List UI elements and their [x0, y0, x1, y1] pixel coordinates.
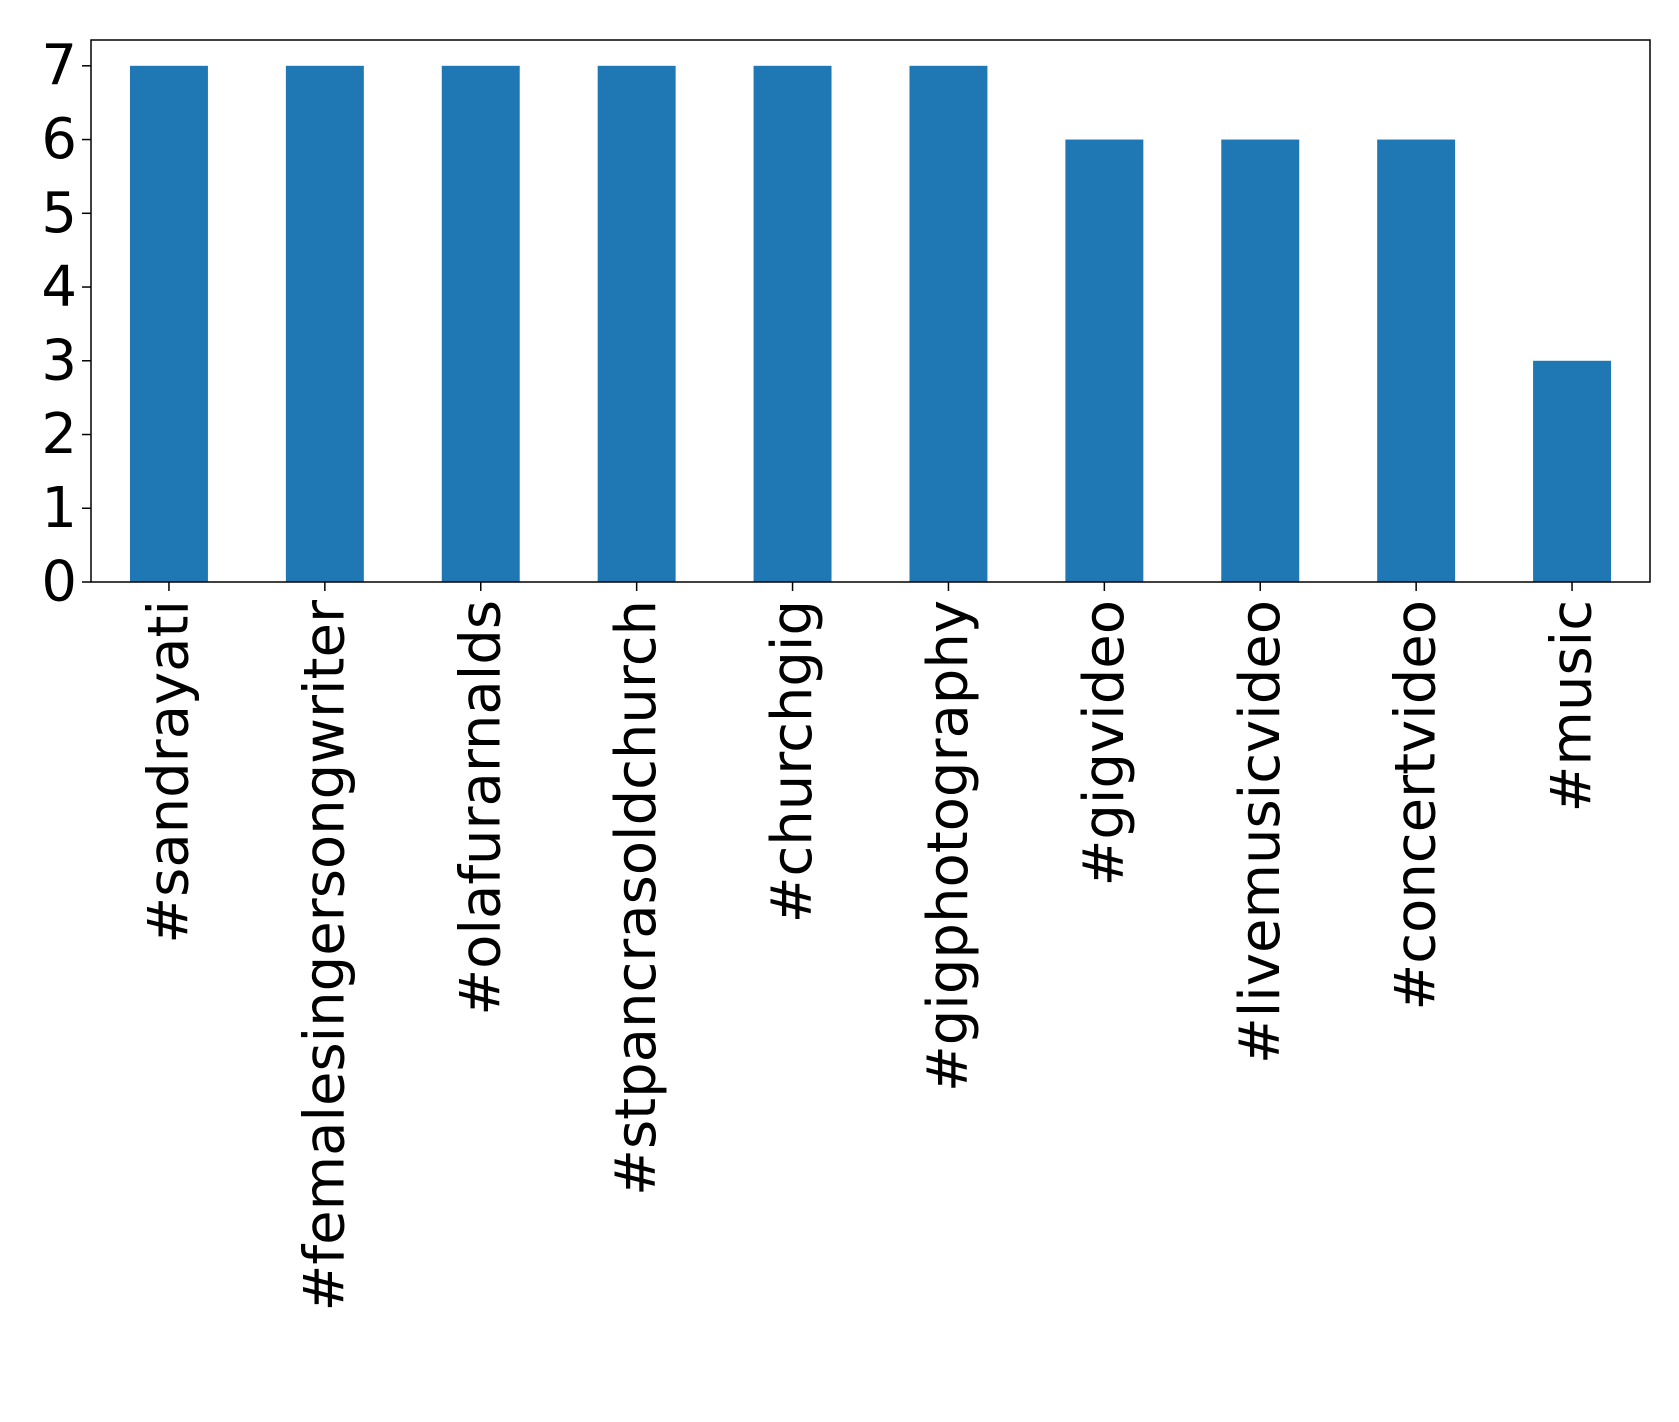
y-tick-label-3: 3	[41, 328, 77, 393]
y-tick-label-5: 5	[41, 181, 77, 246]
x-tick-label-livemusicvideo: #livemusicvideo	[1228, 600, 1293, 1064]
y-tick-label-2: 2	[41, 402, 77, 467]
bar-gigvideo	[1065, 139, 1144, 582]
y-tick-label-6: 6	[41, 107, 77, 172]
y-tick-label-7: 7	[41, 33, 77, 98]
x-axis: #sandrayati #femalesingersongwriter #olafu…	[136, 582, 1605, 1312]
x-tick-label-gigvideo: #gigvideo	[1072, 600, 1137, 887]
bar-churchgig	[753, 65, 832, 583]
bars-group	[129, 65, 1612, 583]
x-tick-label-stpancrasoldchurch: #stpancrasoldchurch	[604, 600, 669, 1196]
x-tick-label-olafurarnalds: #olafurarnalds	[448, 600, 513, 1016]
x-tick-label-femalesingersongwriter: #femalesingersongwriter	[292, 599, 357, 1311]
plot-frame	[90, 39, 1651, 583]
bar-livemusicvideo	[1221, 139, 1300, 582]
bar-sandrayati	[129, 65, 208, 583]
y-tick-label-4: 4	[41, 255, 77, 320]
y-tick-label-0: 0	[41, 550, 77, 615]
y-tick-label-1: 1	[41, 476, 77, 541]
y-axis: 0 1 2 3 4 5 6 7	[41, 33, 91, 615]
bar-music	[1533, 360, 1612, 582]
bar-concertvideo	[1377, 139, 1456, 582]
x-tick-label-concertvideo: #concertvideo	[1384, 600, 1449, 1011]
x-tick-label-gigphotography: #gigphotography	[916, 600, 981, 1092]
bar-olafurarnalds	[441, 65, 520, 583]
x-tick-label-churchgig: #churchgig	[760, 600, 825, 923]
x-tick-label-sandrayati: #sandrayati	[136, 600, 201, 944]
bar-femalesingersongwriter	[285, 65, 364, 583]
bar-gigphotography	[909, 65, 988, 583]
x-tick-label-music: #music	[1540, 600, 1605, 813]
bar-stpancrasoldchurch	[597, 65, 676, 583]
